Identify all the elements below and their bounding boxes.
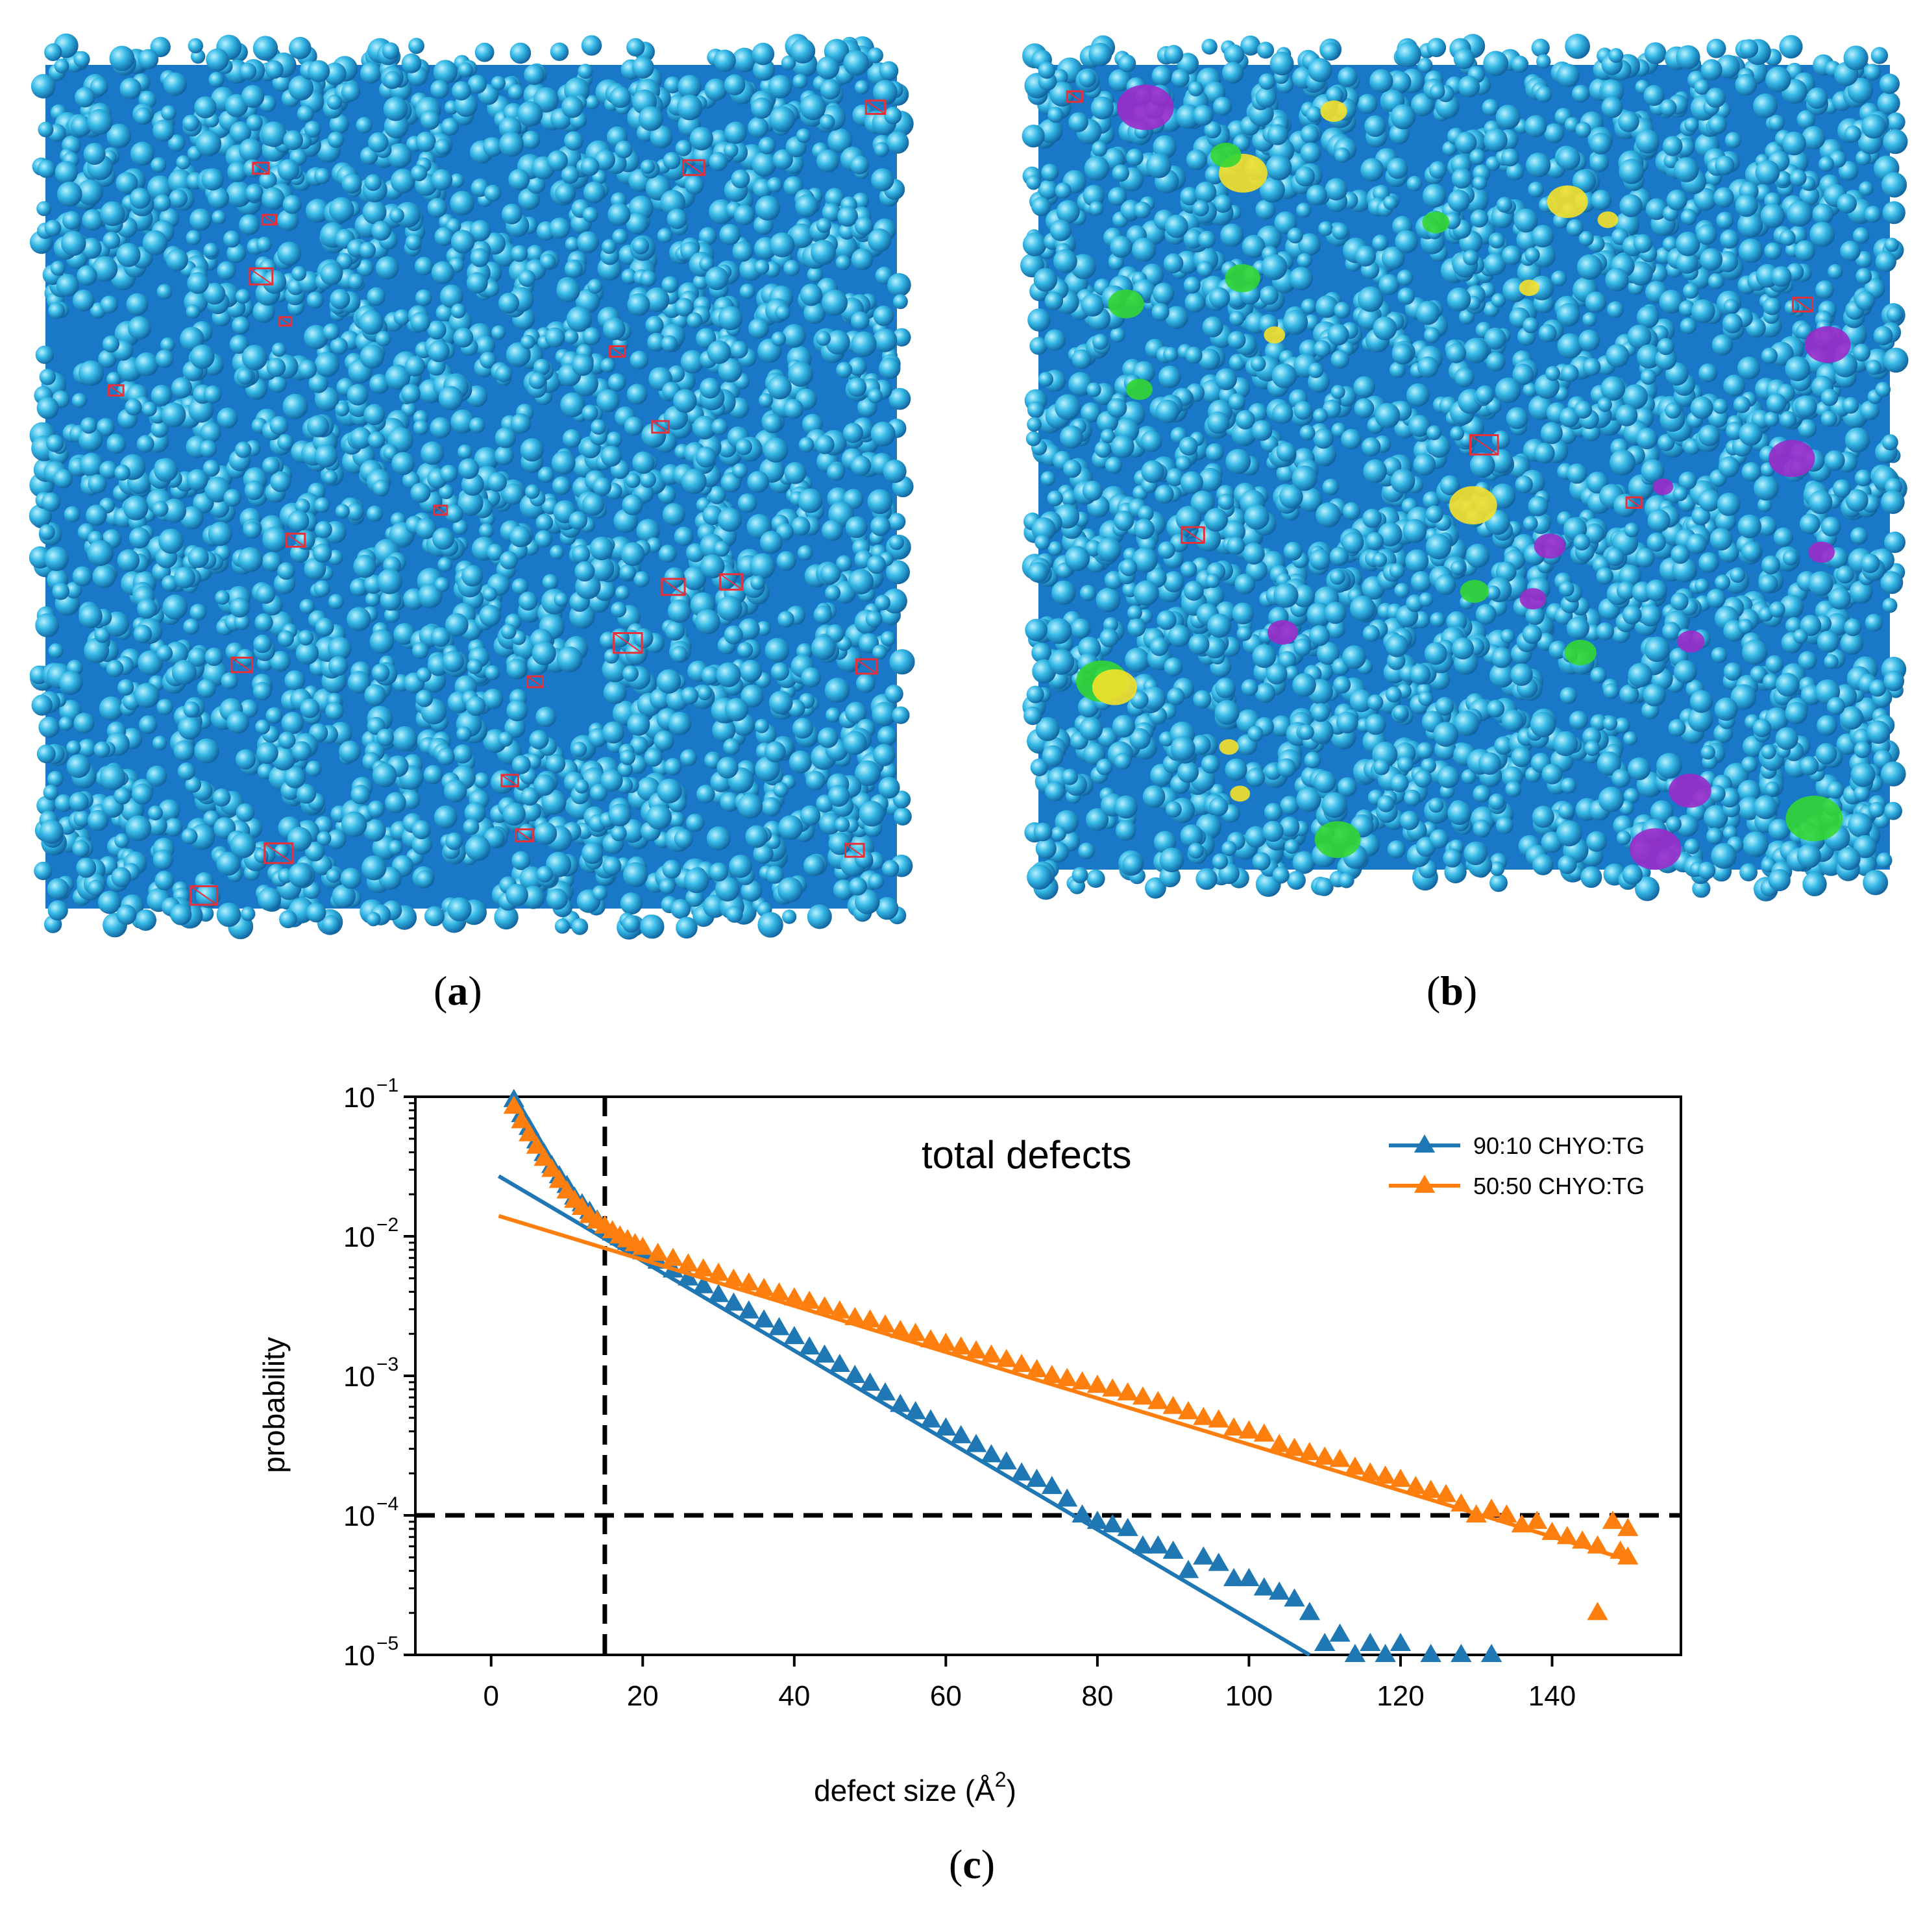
x-tick-label: 40 <box>778 1680 810 1712</box>
panel-a-sphere-render <box>26 26 916 948</box>
y-axis-label: probability <box>257 1337 291 1473</box>
data-point <box>1102 1378 1123 1397</box>
data-point <box>1481 1644 1502 1662</box>
data-point <box>1133 1386 1153 1404</box>
data-point <box>1072 1371 1092 1389</box>
data-point <box>1193 1547 1214 1565</box>
data-point <box>981 1444 1001 1462</box>
data-point <box>1451 1644 1471 1662</box>
data-point <box>1375 1465 1395 1484</box>
x-tick-label: 0 <box>484 1680 499 1712</box>
data-point <box>1238 1421 1259 1439</box>
y-axis-ticks: 10−110−210−310−410−5 <box>343 1075 415 1672</box>
data-point <box>905 1323 926 1341</box>
data-point <box>799 1336 820 1354</box>
data-point <box>1208 1410 1229 1428</box>
legend-label: 50:50 CHYO:TG <box>1473 1173 1645 1199</box>
y-tick-exponent: −4 <box>376 1493 398 1515</box>
data-point <box>1421 1480 1441 1498</box>
data-point <box>1147 1535 1168 1554</box>
panel-a-label: (a) <box>434 967 482 1015</box>
x-axis-label: defect size (Å2) <box>814 1768 1016 1807</box>
data-point <box>966 1340 986 1358</box>
panel-c-label: (c) <box>949 1840 995 1889</box>
data-point <box>1057 1368 1077 1386</box>
y-tick-label: 10 <box>343 1082 375 1114</box>
panel-b-sphere-render <box>1019 26 1909 909</box>
data-point <box>1117 1382 1138 1400</box>
data-point <box>1390 1469 1411 1487</box>
chart-annotation: total defects <box>922 1133 1132 1177</box>
data-point <box>1254 1423 1275 1441</box>
y-tick-label: 10 <box>343 1221 375 1253</box>
y-tick-exponent: −3 <box>376 1354 398 1375</box>
data-point <box>829 1354 850 1372</box>
y-tick-label: 10 <box>343 1500 375 1532</box>
data-point <box>1269 1582 1290 1600</box>
x-tick-label: 120 <box>1377 1680 1424 1712</box>
data-point <box>1360 1633 1380 1651</box>
x-tick-label: 140 <box>1528 1680 1576 1712</box>
x-axis-label-superscript: 2 <box>995 1768 1007 1791</box>
x-tick-label: 100 <box>1225 1680 1273 1712</box>
data-point <box>1329 1624 1350 1642</box>
data-point <box>1269 1434 1290 1452</box>
data-point <box>739 1273 759 1291</box>
data-point <box>799 1291 820 1309</box>
y-tick-label: 10 <box>343 1640 375 1672</box>
x-axis-label-close: ) <box>1007 1774 1016 1807</box>
panel-a-membrane-image <box>26 26 916 948</box>
data-point <box>1087 1375 1108 1393</box>
data-point <box>1299 1442 1320 1460</box>
data-point <box>1421 1644 1441 1662</box>
y-tick-label: 10 <box>343 1361 375 1393</box>
x-axis-label-main: defect size (Å <box>814 1774 995 1807</box>
data-point <box>875 1382 896 1400</box>
data-point <box>1117 1518 1138 1536</box>
data-point <box>1314 1633 1335 1651</box>
x-tick-label: 80 <box>1081 1680 1113 1712</box>
x-axis-ticks: 0 20 40 60 80 100 120 140 <box>484 1655 1576 1712</box>
x-tick-label: 60 <box>930 1680 962 1712</box>
data-point <box>708 1263 729 1281</box>
data-point <box>1238 1568 1259 1586</box>
data-point <box>1284 1437 1304 1456</box>
data-point <box>1390 1633 1411 1651</box>
y-tick-exponent: −5 <box>376 1633 398 1654</box>
data-point <box>951 1336 972 1354</box>
data-point <box>1436 1484 1456 1502</box>
y-tick-exponent: −1 <box>376 1075 398 1096</box>
panel-b-membrane-image <box>1019 26 1909 909</box>
legend-label: 90:10 CHYO:TG <box>1473 1132 1645 1159</box>
data-point <box>981 1345 1001 1363</box>
data-point <box>1254 1577 1275 1595</box>
data-point <box>1329 1449 1350 1467</box>
x-tick-label: 20 <box>627 1680 659 1712</box>
panel-b-label: (b) <box>1427 967 1477 1015</box>
legend: 90:10 CHYO:TG 50:50 CHYO:TG <box>1389 1132 1645 1199</box>
y-tick-exponent: −2 <box>376 1214 398 1236</box>
data-point <box>1587 1602 1608 1620</box>
